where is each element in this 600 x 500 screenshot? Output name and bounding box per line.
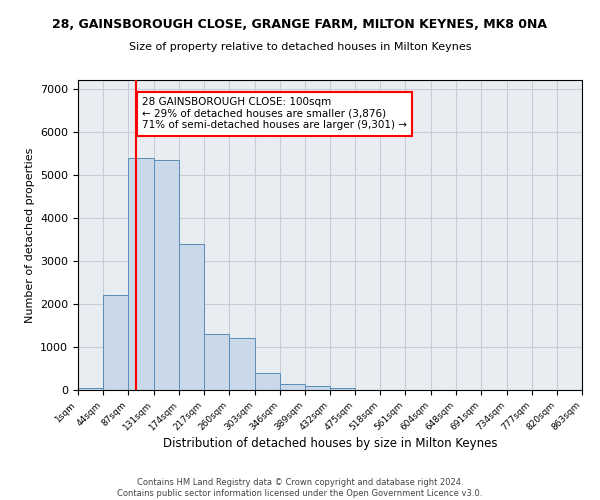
Y-axis label: Number of detached properties: Number of detached properties: [25, 148, 35, 322]
Text: Contains HM Land Registry data © Crown copyright and database right 2024.
Contai: Contains HM Land Registry data © Crown c…: [118, 478, 482, 498]
Bar: [330, 388, 355, 390]
Text: Size of property relative to detached houses in Milton Keynes: Size of property relative to detached ho…: [129, 42, 471, 52]
Bar: [280, 384, 305, 390]
Bar: [204, 334, 229, 390]
Bar: [254, 373, 280, 390]
Bar: [103, 296, 128, 390]
Bar: [305, 386, 330, 390]
Bar: [128, 158, 154, 390]
X-axis label: Distribution of detached houses by size in Milton Keynes: Distribution of detached houses by size …: [163, 438, 497, 450]
Text: 28 GAINSBOROUGH CLOSE: 100sqm
← 29% of detached houses are smaller (3,876)
71% o: 28 GAINSBOROUGH CLOSE: 100sqm ← 29% of d…: [142, 97, 407, 130]
Text: 28, GAINSBOROUGH CLOSE, GRANGE FARM, MILTON KEYNES, MK8 0NA: 28, GAINSBOROUGH CLOSE, GRANGE FARM, MIL…: [53, 18, 548, 30]
Bar: [154, 160, 179, 390]
Bar: [229, 338, 254, 390]
Bar: [179, 244, 204, 390]
Bar: [78, 388, 103, 390]
